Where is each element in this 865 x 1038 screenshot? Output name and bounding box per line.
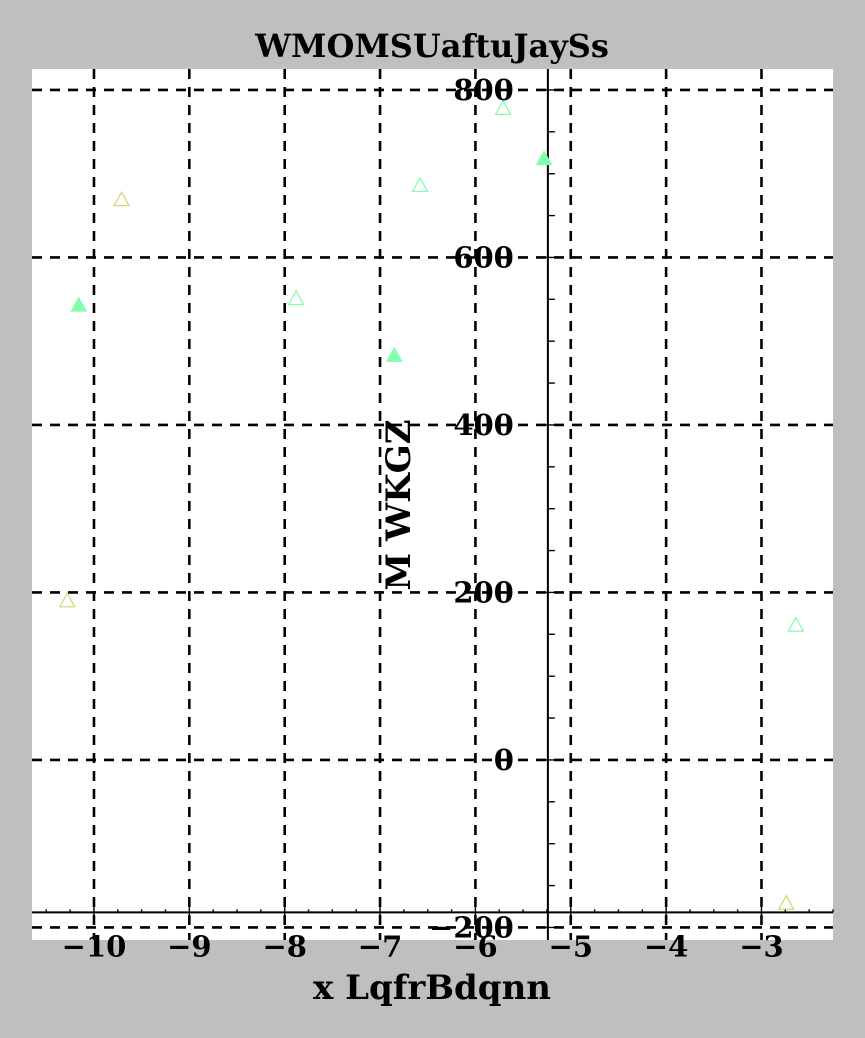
x-tick-label: −7 bbox=[358, 929, 402, 963]
open-triangle-point bbox=[113, 190, 131, 207]
x-tick-label: −3 bbox=[739, 929, 783, 963]
open-triangle-point bbox=[411, 176, 429, 193]
open-triangle-point bbox=[777, 894, 795, 910]
filled-triangle-point bbox=[535, 150, 553, 166]
y-tick-label: −200 bbox=[429, 910, 514, 944]
filled-triangle-point bbox=[386, 346, 403, 362]
open-triangle-point bbox=[787, 616, 805, 632]
tick-labels: −10 −9 −8 −7 −6 −5 −4 −3 −200 0 200 400 600 800 bbox=[62, 73, 784, 963]
plot-area bbox=[32, 69, 833, 940]
data-points bbox=[58, 99, 805, 910]
y-tick-label: 400 bbox=[453, 408, 514, 442]
y-axis-label: M WKGZ bbox=[379, 419, 419, 590]
open-triangle-point bbox=[287, 289, 305, 306]
x-tick-label: −10 bbox=[62, 929, 127, 963]
x-tick-label: −8 bbox=[262, 929, 306, 963]
x-axis-label: x LqfrBdqnn bbox=[313, 968, 551, 1008]
x-tick-label: −5 bbox=[549, 929, 593, 963]
y-tick-label: 600 bbox=[453, 240, 514, 274]
axes bbox=[32, 69, 834, 940]
y-tick-label: 800 bbox=[453, 73, 514, 107]
y-tick-label: 0 bbox=[494, 743, 514, 777]
chart-title: WMOMSUaftuJaySs bbox=[254, 27, 609, 65]
grid bbox=[32, 69, 833, 940]
filled-triangle-point bbox=[70, 296, 88, 312]
open-triangle-point bbox=[58, 592, 76, 608]
y-tick-label: 200 bbox=[453, 575, 514, 609]
x-tick-label: −6 bbox=[453, 929, 497, 963]
open-triangle-point bbox=[494, 99, 512, 115]
x-tick-label: −4 bbox=[644, 929, 688, 963]
x-tick-label: −9 bbox=[167, 929, 211, 963]
